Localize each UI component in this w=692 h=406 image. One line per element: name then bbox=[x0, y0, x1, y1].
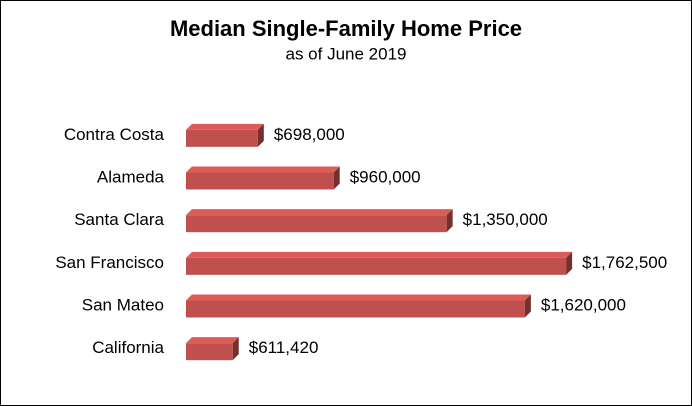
y-tick-label: Alameda bbox=[97, 167, 165, 186]
y-tick-label: California bbox=[92, 338, 164, 357]
y-tick-label: Santa Clara bbox=[74, 210, 164, 229]
bar-top bbox=[186, 294, 531, 301]
y-tick-label: Contra Costa bbox=[64, 125, 165, 144]
data-label: $1,350,000 bbox=[463, 210, 548, 229]
bar-front bbox=[186, 257, 567, 275]
data-label: $1,762,500 bbox=[582, 253, 667, 272]
bar-front bbox=[186, 129, 258, 147]
bar-side bbox=[446, 209, 453, 233]
chart-subtitle: as of June 2019 bbox=[286, 44, 407, 63]
bar-front bbox=[186, 215, 447, 233]
data-label: $698,000 bbox=[274, 125, 345, 144]
bar-top bbox=[186, 251, 573, 258]
bar-front bbox=[186, 300, 525, 318]
bar-side bbox=[232, 337, 239, 361]
bar-top bbox=[186, 123, 264, 130]
bar-side bbox=[566, 251, 573, 275]
data-label: $611,420 bbox=[249, 338, 319, 357]
bar-side bbox=[257, 123, 264, 147]
data-label: $960,000 bbox=[350, 167, 421, 186]
bar-side bbox=[333, 166, 340, 190]
y-tick-label: San Mateo bbox=[82, 295, 164, 314]
bar-front bbox=[186, 172, 334, 190]
bar-top bbox=[186, 209, 453, 216]
y-tick-label: San Francisco bbox=[55, 253, 164, 272]
chart-title: Median Single-Family Home Price bbox=[170, 16, 522, 41]
bar-side bbox=[524, 294, 531, 318]
bar-front bbox=[186, 343, 233, 361]
bar-top bbox=[186, 337, 239, 344]
bar-top bbox=[186, 166, 340, 173]
data-label: $1,620,000 bbox=[541, 295, 626, 314]
